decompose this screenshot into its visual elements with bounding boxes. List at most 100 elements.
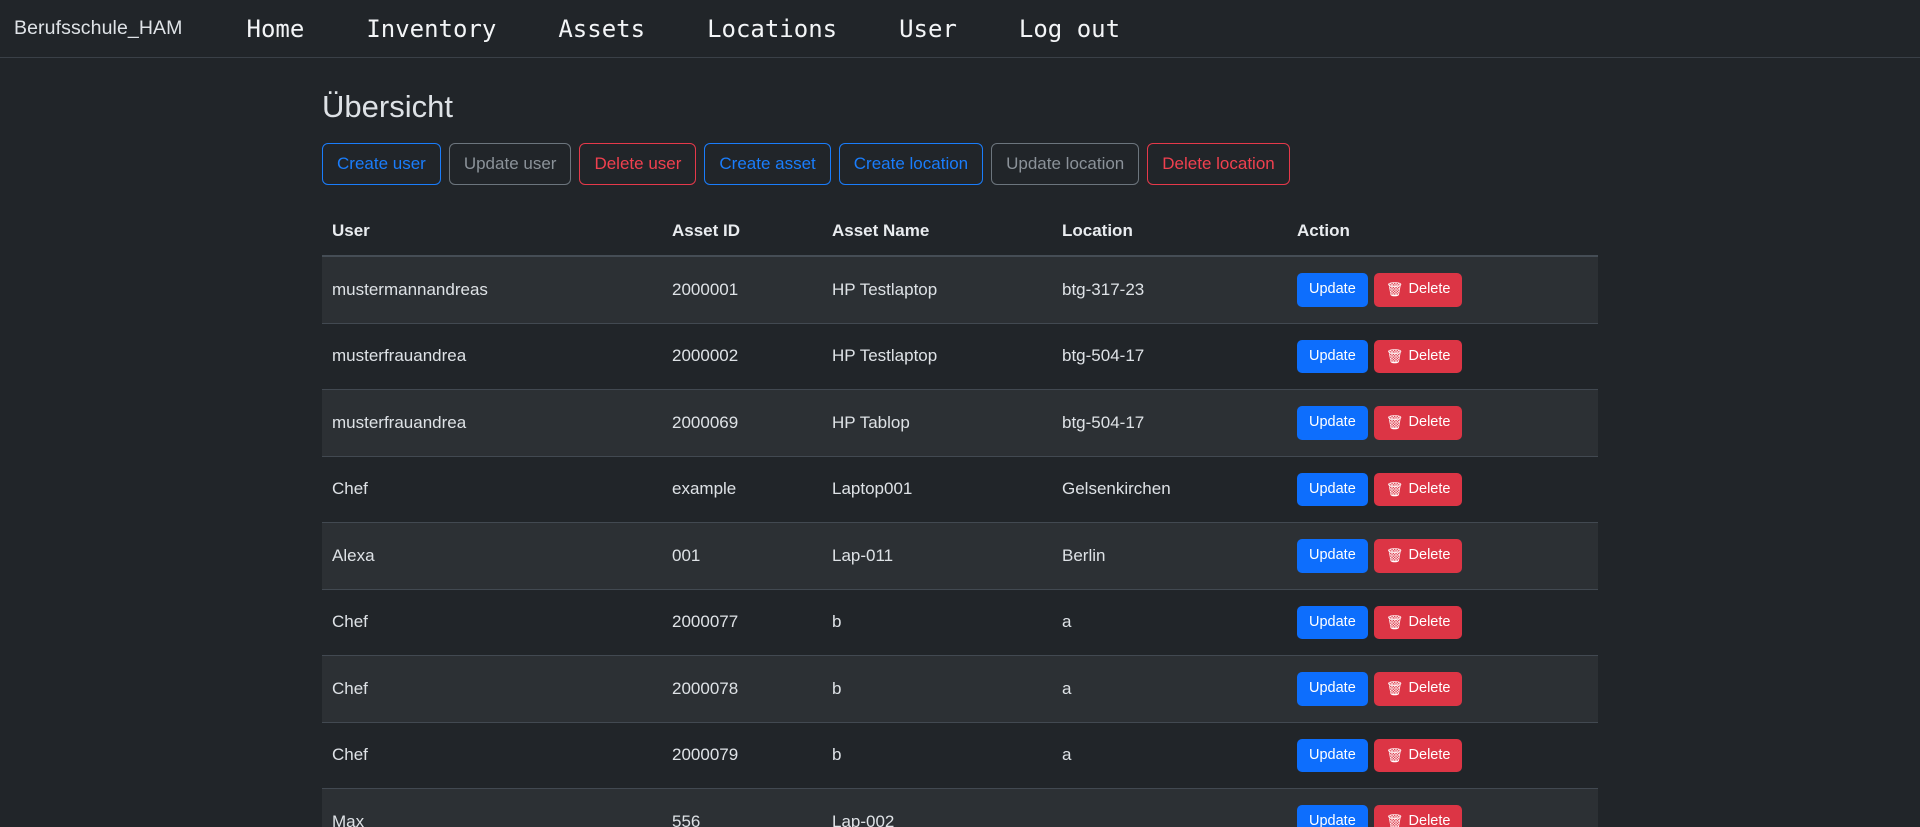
brand-link[interactable]: Berufsschule_HAM xyxy=(14,17,183,39)
table-header-row: User Asset ID Asset Name Location Action xyxy=(322,211,1598,258)
row-delete-button[interactable]: 🗑 Delete xyxy=(1373,273,1463,307)
table-row: musterfrauandrea 2000002 HP Testlaptop btg-… xyxy=(322,323,1598,391)
inventory-table: User Asset ID Asset Name Location Action… xyxy=(322,211,1598,827)
nav-link-locations-item: Locations xyxy=(645,9,837,49)
row-delete-button[interactable]: 🗑 Delete xyxy=(1373,605,1463,640)
cell-asset-id: 2000077 xyxy=(662,589,822,657)
row-update-button[interactable]: Update xyxy=(1297,738,1368,773)
row-update-button[interactable]: Update xyxy=(1297,805,1368,827)
cell-asset-name: HP Tablop xyxy=(822,389,1052,457)
row-delete-button[interactable]: 🗑 Delete xyxy=(1373,738,1463,773)
cell-user: musterfrauandrea xyxy=(322,323,662,391)
cell-action: Update 🗑 Delete xyxy=(1287,323,1598,391)
trash-icon: 🗑 xyxy=(1385,281,1404,298)
nav-link-logout[interactable]: Log out xyxy=(1018,14,1121,43)
row-action-group: Update 🗑 Delete xyxy=(1297,805,1588,827)
cell-action: Update 🗑 Delete xyxy=(1287,589,1598,657)
create-user-button[interactable]: Create user xyxy=(322,143,441,186)
row-delete-label: Delete xyxy=(1408,613,1451,630)
trash-icon: 🗑 xyxy=(1385,347,1404,364)
cell-location: btg-504-17 xyxy=(1052,389,1287,457)
nav-link-inventory[interactable]: Inventory xyxy=(366,14,497,43)
trash-icon: 🗑 xyxy=(1385,414,1404,431)
row-action-group: Update 🗑 Delete xyxy=(1297,672,1588,706)
row-action-group: Update 🗑 Delete xyxy=(1297,472,1588,507)
row-action-group: Update 🗑 Delete xyxy=(1297,273,1588,307)
row-update-button[interactable]: Update xyxy=(1297,539,1368,573)
cell-location: Berlin xyxy=(1052,522,1287,590)
row-update-button[interactable]: Update xyxy=(1297,605,1368,640)
cell-asset-name: Lap-002 xyxy=(822,788,1052,827)
nav-link-user[interactable]: User xyxy=(899,14,957,43)
row-update-button[interactable]: Update xyxy=(1297,672,1368,706)
nav-links-list: Home Inventory Assets Locations User Log out xyxy=(189,9,1920,49)
cell-asset-id: 2000079 xyxy=(662,722,822,790)
cell-user: musterfrauandrea xyxy=(322,389,662,457)
update-user-button[interactable]: Update user xyxy=(448,143,572,186)
row-delete-button[interactable]: 🗑 Delete xyxy=(1373,339,1463,374)
table-body: mustermannandreas 2000001 HP Testlaptop btg… xyxy=(322,256,1598,827)
table-row: Chef 2000077 b a Update 🗑 Delete xyxy=(322,589,1598,657)
row-delete-button[interactable]: 🗑 Delete xyxy=(1373,539,1463,573)
cell-user: Chef xyxy=(322,722,662,790)
row-update-button[interactable]: Update xyxy=(1297,472,1368,507)
cell-location: btg-317-23 xyxy=(1052,256,1287,324)
table-row: Chef example Laptop001 Gelsenkirchen Update 🗑… xyxy=(322,456,1598,524)
cell-user: Max xyxy=(322,788,662,827)
nav-link-inventory-item: Inventory xyxy=(304,9,496,49)
cell-location: a xyxy=(1052,589,1287,657)
cell-asset-name: HP Testlaptop xyxy=(822,256,1052,324)
table-row: Chef 2000079 b a Update 🗑 Delete xyxy=(322,722,1598,790)
row-update-button[interactable]: Update xyxy=(1297,406,1368,440)
trash-icon: 🗑 xyxy=(1385,746,1404,763)
column-header-location: Location xyxy=(1052,211,1287,258)
cell-asset-name: b xyxy=(822,589,1052,657)
row-delete-button[interactable]: 🗑 Delete xyxy=(1373,406,1463,440)
cell-user: Alexa xyxy=(322,522,662,590)
table-row: Alexa 001 Lap-011 Berlin Update 🗑 Delete xyxy=(322,522,1598,590)
delete-user-button[interactable]: Delete user xyxy=(579,143,697,186)
create-location-button[interactable]: Create location xyxy=(838,143,984,186)
cell-location: a xyxy=(1052,655,1287,723)
cell-asset-id: 2000001 xyxy=(662,256,822,324)
cell-user: Chef xyxy=(322,456,662,524)
nav-link-assets-item: Assets xyxy=(496,9,645,49)
cell-asset-id: 2000002 xyxy=(662,323,822,391)
trash-icon: 🗑 xyxy=(1385,480,1404,497)
row-delete-button[interactable]: 🗑 Delete xyxy=(1373,472,1463,507)
table-row: musterfrauandrea 2000069 HP Tablop btg-504-… xyxy=(322,389,1598,457)
nav-link-logout-item: Log out xyxy=(957,9,1120,49)
cell-action: Update 🗑 Delete xyxy=(1287,655,1598,723)
create-asset-button[interactable]: Create asset xyxy=(704,143,831,186)
page-title: Übersicht xyxy=(322,89,453,124)
cell-location: btg-504-17 xyxy=(1052,323,1287,391)
cell-asset-name: Lap-011 xyxy=(822,522,1052,590)
row-delete-button[interactable]: 🗑 Delete xyxy=(1373,672,1463,706)
cell-asset-name: b xyxy=(822,655,1052,723)
cell-asset-id: example xyxy=(662,456,822,524)
cell-location: a xyxy=(1052,722,1287,790)
row-action-group: Update 🗑 Delete xyxy=(1297,539,1588,573)
column-header-asset-id: Asset ID xyxy=(662,211,822,258)
row-delete-label: Delete xyxy=(1408,746,1451,763)
row-delete-label: Delete xyxy=(1408,547,1451,564)
nav-link-user-item: User xyxy=(837,9,957,49)
cell-asset-name: b xyxy=(822,722,1052,790)
cell-action: Update 🗑 Delete xyxy=(1287,456,1598,524)
action-button-row: Create user Update user Delete user Create … xyxy=(322,143,1598,186)
column-header-asset-name: Asset Name xyxy=(822,211,1052,258)
cell-action: Update 🗑 Delete xyxy=(1287,788,1598,827)
nav-link-locations[interactable]: Locations xyxy=(707,14,838,43)
trash-icon: 🗑 xyxy=(1385,547,1404,564)
row-delete-button[interactable]: 🗑 Delete xyxy=(1373,805,1463,827)
row-delete-label: Delete xyxy=(1408,680,1451,697)
row-update-button[interactable]: Update xyxy=(1297,273,1368,307)
trash-icon: 🗑 xyxy=(1385,813,1404,827)
nav-link-home[interactable]: Home xyxy=(246,14,305,43)
cell-action: Update 🗑 Delete xyxy=(1287,389,1598,457)
row-update-button[interactable]: Update xyxy=(1297,339,1368,374)
delete-location-button[interactable]: Delete location xyxy=(1147,143,1290,186)
table-head: User Asset ID Asset Name Location Action xyxy=(322,211,1598,258)
nav-link-assets[interactable]: Assets xyxy=(558,14,646,43)
update-location-button[interactable]: Update location xyxy=(991,143,1140,186)
